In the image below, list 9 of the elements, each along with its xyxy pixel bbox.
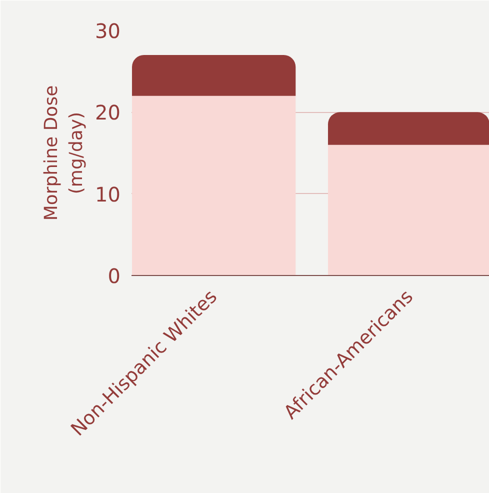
- y-axis-title: Morphine Dose (mg/day): [40, 85, 88, 221]
- y-tick-label: 0: [108, 264, 121, 288]
- y-tick-label: 20: [95, 100, 121, 125]
- y-tick-label: 10: [95, 182, 121, 206]
- bar: [328, 144, 489, 276]
- bar: [132, 55, 296, 96]
- y-tick-label: 30: [95, 19, 121, 43]
- bar: [132, 96, 296, 276]
- bar: [328, 112, 489, 145]
